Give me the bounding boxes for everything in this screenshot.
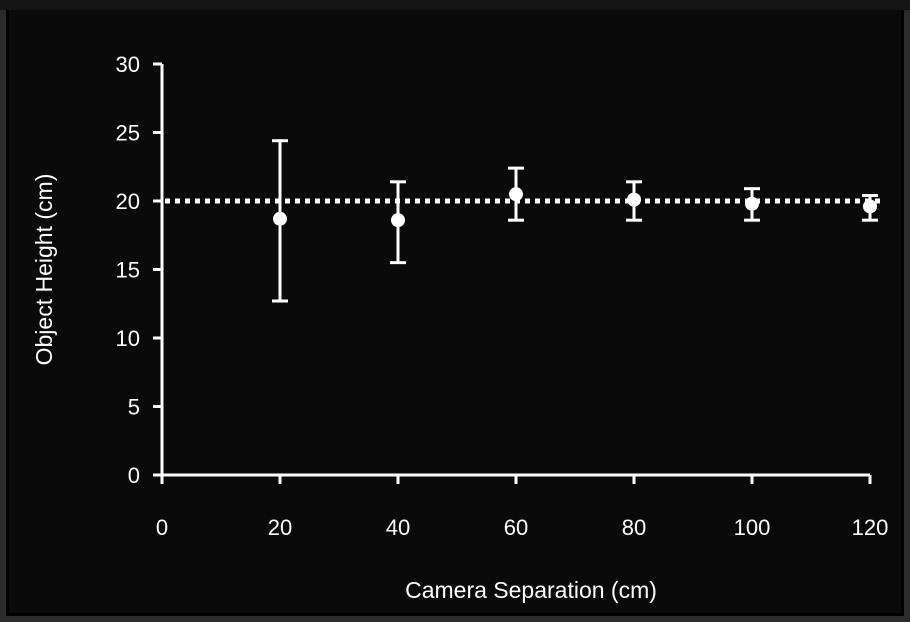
y-ticks: 0 5 10 15 20 25 30 [116,52,162,488]
x-tick-label: 100 [734,515,771,540]
axes [160,64,870,477]
data-point [391,213,405,228]
y-tick-label: 0 [128,463,140,488]
y-axis-title: Object Height (cm) [31,174,57,366]
data-point-group [272,139,288,303]
data-point [627,192,641,207]
x-tick-label: 60 [504,515,528,540]
data-point-group [862,194,878,222]
x-tick-label: 40 [386,515,410,540]
y-tick-label: 30 [116,52,140,77]
frame-top-strip [0,0,910,10]
x-axis-title: Camera Separation (cm) [405,577,657,603]
data-point [863,199,877,214]
data-point [745,196,759,211]
data-point [509,187,523,202]
y-tick-label: 5 [128,395,140,420]
x-ticks: 0 20 40 60 80 100 120 [156,475,888,540]
x-tick-label: 20 [268,515,292,540]
y-tick-label: 10 [116,326,140,351]
data-point-group [508,166,524,222]
x-tick-label: 0 [156,515,168,540]
x-tick-label: 80 [622,515,646,540]
y-tick-label: 15 [116,258,140,283]
data-point-group [390,180,406,265]
x-tick-label: 120 [852,515,889,540]
y-tick-label: 20 [116,189,140,214]
data-point-group [626,180,642,222]
y-tick-label: 25 [116,121,140,146]
data-points [272,139,878,303]
data-point-group [744,187,760,222]
data-point [273,211,287,226]
